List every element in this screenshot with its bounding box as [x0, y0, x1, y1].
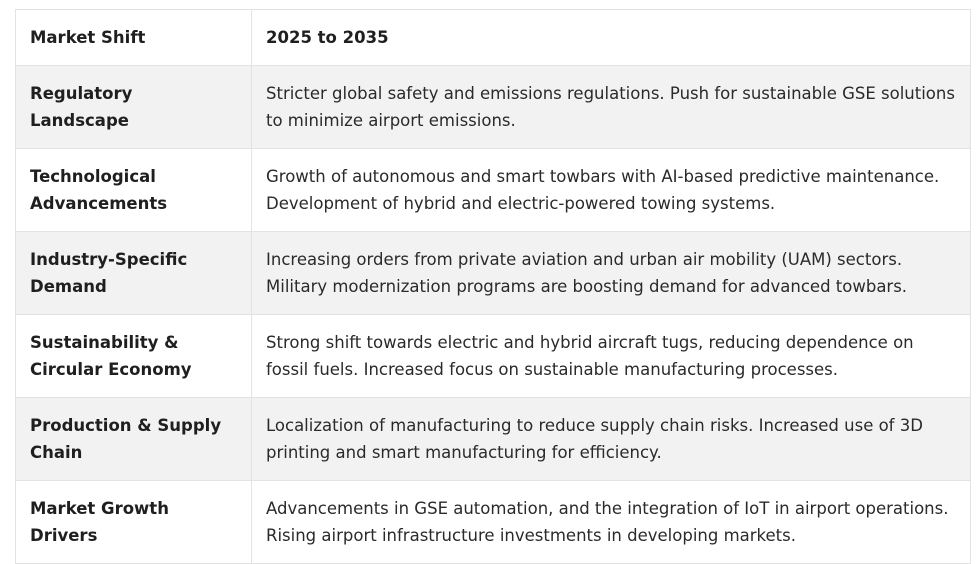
table-row: Market Growth Drivers Advancements in GS… — [15, 480, 971, 564]
row-description: Stricter global safety and emissions reg… — [251, 65, 971, 149]
row-description: Strong shift towards electric and hybrid… — [251, 314, 971, 398]
row-label-industry-specific-demand: Industry-Specific Demand — [15, 231, 252, 315]
table-row: Industry-Specific Demand Increasing orde… — [15, 231, 971, 315]
table-header-row: Market Shift 2025 to 2035 — [15, 9, 971, 66]
row-label-regulatory-landscape: Regulatory Landscape — [15, 65, 252, 149]
row-description: Increasing orders from private aviation … — [251, 231, 971, 315]
header-period: 2025 to 2035 — [251, 9, 971, 66]
table-row: Regulatory Landscape Stricter global saf… — [15, 65, 971, 149]
row-description: Localization of manufacturing to reduce … — [251, 397, 971, 481]
table-row: Production & Supply Chain Localization o… — [15, 397, 971, 481]
market-shift-table-container: Market Shift 2025 to 2035 Regulatory Lan… — [15, 9, 971, 564]
row-label-market-growth-drivers: Market Growth Drivers — [15, 480, 252, 564]
row-description: Advancements in GSE automation, and the … — [251, 480, 971, 564]
table-row: Sustainability & Circular Economy Strong… — [15, 314, 971, 398]
row-label-sustainability-circular-economy: Sustainability & Circular Economy — [15, 314, 252, 398]
row-description: Growth of autonomous and smart towbars w… — [251, 148, 971, 232]
table-row: Technological Advancements Growth of aut… — [15, 148, 971, 232]
row-label-production-supply-chain: Production & Supply Chain — [15, 397, 252, 481]
market-shift-table: Market Shift 2025 to 2035 Regulatory Lan… — [15, 9, 971, 564]
header-market-shift: Market Shift — [15, 9, 252, 66]
row-label-technological-advancements: Technological Advancements — [15, 148, 252, 232]
